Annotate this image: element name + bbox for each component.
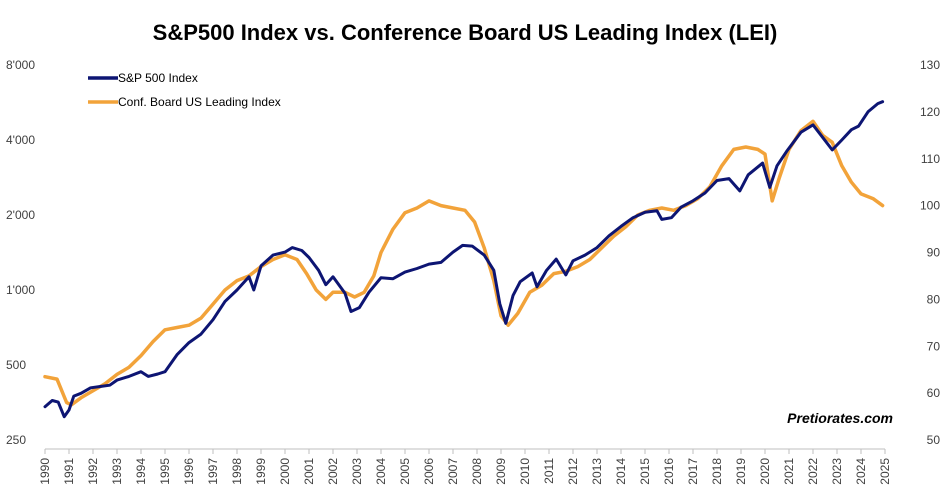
legend-label-lei: Conf. Board US Leading Index — [118, 95, 281, 109]
x-tick-label: 1990 — [38, 458, 52, 485]
x-tick-label: 2025 — [878, 458, 892, 485]
x-tick-label: 1992 — [86, 458, 100, 485]
left-tick-label: 2'000 — [6, 208, 35, 222]
x-tick-label: 2000 — [278, 458, 292, 485]
x-tick-label: 1997 — [206, 458, 220, 485]
x-tick-label: 2016 — [662, 458, 676, 485]
right-tick-label: 120 — [920, 105, 940, 119]
x-tick-label: 1991 — [62, 458, 76, 485]
left-tick-label: 1'000 — [6, 283, 35, 297]
x-tick-label: 2017 — [686, 458, 700, 485]
legend-label-sp500: S&P 500 Index — [118, 71, 198, 85]
chart-title: S&P500 Index vs. Conference Board US Lea… — [153, 20, 778, 45]
watermark: Pretiorates.com — [787, 410, 893, 426]
x-tick-label: 2010 — [518, 458, 532, 485]
x-tick-label: 2014 — [614, 458, 628, 485]
x-tick-label: 2022 — [806, 458, 820, 485]
right-tick-label: 80 — [927, 292, 941, 306]
x-tick-label: 2023 — [830, 458, 844, 485]
left-y-axis: 250 500 1'000 2'000 4'000 8'000 — [6, 58, 35, 447]
series-line-sp500 — [43, 100, 885, 419]
x-tick-label: 2001 — [302, 458, 316, 485]
left-tick-label: 250 — [6, 433, 26, 447]
x-tick-label: 2002 — [326, 458, 340, 485]
right-y-axis: 50 60 70 80 90 100 110 120 130 — [920, 58, 940, 447]
x-tick-label: 1999 — [254, 458, 268, 485]
x-tick-label: 2024 — [854, 458, 868, 485]
series-group — [43, 100, 885, 419]
x-tick-label: 2007 — [446, 458, 460, 485]
legend: S&P 500 Index Conf. Board US Leading Ind… — [88, 71, 281, 109]
right-tick-label: 90 — [927, 246, 941, 260]
left-tick-label: 4'000 — [6, 133, 35, 147]
x-tick-label: 1994 — [134, 458, 148, 485]
x-tick-label: 2018 — [710, 458, 724, 485]
x-tick-label: 2008 — [470, 458, 484, 485]
x-tick-label: 2020 — [758, 458, 772, 485]
x-tick-label: 2019 — [734, 458, 748, 485]
x-tick-label: 2015 — [638, 458, 652, 485]
right-tick-label: 60 — [927, 386, 941, 400]
x-tick-label: 2003 — [350, 458, 364, 485]
left-tick-label: 500 — [6, 358, 26, 372]
left-tick-label: 8'000 — [6, 58, 35, 72]
x-tick-label: 2004 — [374, 458, 388, 485]
x-tick-label: 2011 — [542, 458, 556, 484]
x-tick-label: 2012 — [566, 458, 580, 485]
x-tick-label: 1995 — [158, 458, 172, 485]
right-tick-label: 50 — [927, 433, 941, 447]
right-tick-label: 130 — [920, 58, 940, 72]
x-tick-label: 1996 — [182, 458, 196, 485]
right-tick-label: 70 — [927, 339, 941, 353]
right-tick-label: 110 — [921, 152, 940, 166]
x-tick-label: 2009 — [494, 458, 508, 485]
x-tick-label: 1998 — [230, 458, 244, 485]
series-line-lei — [43, 119, 885, 407]
right-tick-label: 100 — [920, 199, 940, 213]
x-tick-label: 2013 — [590, 458, 604, 485]
x-tick-label: 2005 — [398, 458, 412, 485]
x-tick-label: 1993 — [110, 458, 124, 485]
x-tick-label: 2021 — [782, 458, 796, 485]
x-axis: 1990 1991 1992 1993 1994 1995 1996 1997 1998 1999… — [38, 448, 892, 485]
x-tick-label: 2006 — [422, 458, 436, 485]
